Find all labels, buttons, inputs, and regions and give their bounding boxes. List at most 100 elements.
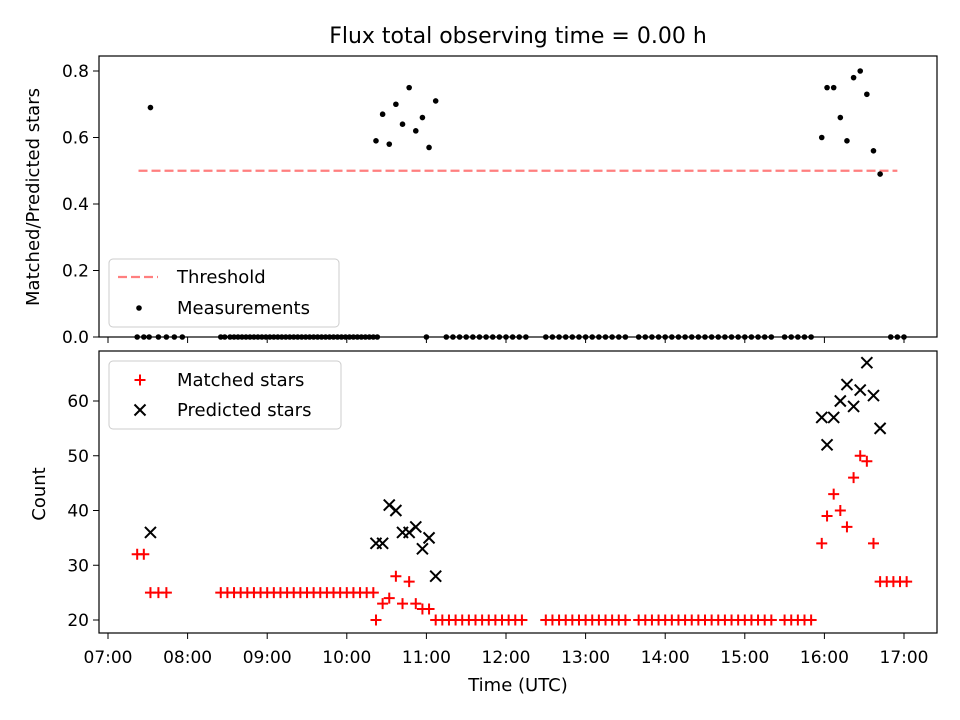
predicted-star-point (854, 383, 867, 397)
measurement-point (235, 334, 241, 340)
measurement-point (576, 334, 582, 340)
x-tick-label: 13:00 (561, 648, 610, 668)
measurement-point (379, 111, 386, 118)
top-y-tick-label: 0.0 (62, 328, 89, 348)
measurement-point (286, 334, 293, 340)
measurement-point (818, 134, 825, 141)
measurement-point (314, 334, 321, 340)
measurement-point (290, 334, 297, 340)
legend-matched-swatch (134, 374, 146, 386)
measurement-point (602, 334, 609, 340)
x-tick-label: 08:00 (163, 648, 212, 668)
measurement-point (239, 334, 245, 340)
measurement-point (808, 334, 814, 340)
x-tick-label: 11:00 (402, 648, 451, 668)
x-tick-label: 16:00 (800, 648, 849, 668)
measurement-point (702, 334, 708, 340)
measurement-point (346, 334, 353, 340)
predicted-star-point (873, 422, 887, 435)
measurement-point (669, 334, 675, 340)
measurement-point (362, 334, 369, 340)
measurement-point (342, 334, 349, 340)
measurement-point (887, 334, 894, 340)
measurement-point (399, 121, 406, 127)
measurement-point (662, 334, 668, 340)
measurement-point (406, 84, 412, 91)
measurement-point (642, 334, 649, 340)
measurement-point (298, 334, 305, 340)
matched-star-point (821, 510, 833, 522)
matched-star-point (423, 603, 435, 615)
matched-star-point (867, 537, 879, 549)
legend-threshold-label: Threshold (176, 267, 266, 288)
measurement-point (147, 104, 154, 111)
measurement-point (622, 334, 629, 340)
measurement-point (489, 334, 496, 340)
predicted-star-point (860, 356, 874, 369)
measurement-point (271, 334, 277, 340)
matched-star-point (516, 614, 528, 626)
legend-measurements-swatch (136, 305, 142, 311)
measurement-point (708, 334, 715, 340)
measurement-point (901, 334, 907, 340)
bottom-plot-frame (98, 350, 938, 634)
measurement-point (788, 334, 795, 340)
measurement-point (742, 334, 748, 340)
matched-star-point (861, 455, 873, 467)
predicted-star-point (416, 542, 429, 556)
measurement-point (386, 141, 393, 147)
measurement-point (350, 334, 357, 340)
measurement-point (374, 334, 381, 340)
predicted-star-point (815, 411, 828, 424)
measurement-point (722, 334, 728, 340)
measurement-point (259, 334, 265, 340)
matched-star-point (765, 614, 777, 626)
measurement-point (688, 334, 695, 340)
x-tick-label: 14:00 (641, 648, 690, 668)
measurement-point (516, 334, 523, 340)
matched-star-point (816, 537, 828, 549)
bottom-legend-box (108, 360, 342, 430)
matched-star-point (160, 587, 172, 599)
top-y-tick-label: 0.2 (62, 262, 89, 282)
measurement-point (496, 334, 503, 340)
matched-star-point (370, 614, 382, 626)
measurement-point (426, 144, 432, 151)
predicted-star-point (834, 394, 847, 408)
measurement-point (755, 334, 761, 340)
measurement-point (589, 334, 596, 340)
predicted-star-point (827, 411, 840, 424)
measurement-point (649, 334, 655, 340)
bottom-y-tick-label: 50 (67, 447, 89, 467)
legend-matched-label: Matched stars (177, 370, 304, 391)
measurement-point (227, 334, 233, 340)
predicted-star-point (429, 569, 442, 583)
measurement-point (801, 334, 808, 340)
matched-star-point (377, 598, 389, 610)
measurement-point (596, 334, 602, 340)
measurement-point (322, 334, 329, 340)
top-panel: 0.0 0.2 0.4 0.6 0.8 Threshold Measurements (62, 55, 938, 348)
predicted-star-point (840, 378, 854, 391)
measurement-point (837, 114, 844, 121)
matched-star-point (805, 614, 817, 626)
bottom-legend: Matched stars Predicted stars (108, 360, 342, 430)
top-y-axis-label: Matched/Predicted stars (23, 88, 44, 306)
measurement-point (870, 148, 877, 154)
measurement-point (334, 334, 341, 340)
matched-star-point (410, 598, 422, 610)
measurement-point (523, 334, 529, 340)
measurement-point (509, 334, 516, 340)
measurement-point (748, 334, 755, 340)
measurement-point (146, 334, 152, 340)
top-y-tick-label: 0.4 (62, 195, 89, 215)
bottom-y-tick-label: 20 (67, 611, 89, 631)
measurement-point (318, 334, 325, 340)
measurement-point (330, 334, 337, 340)
matched-star-point (901, 576, 913, 588)
measurement-point (443, 334, 450, 340)
bottom-y-tick-label: 60 (67, 392, 89, 412)
matched-star-point (828, 488, 840, 500)
measurement-point (423, 334, 430, 340)
measurement-point (326, 334, 333, 340)
